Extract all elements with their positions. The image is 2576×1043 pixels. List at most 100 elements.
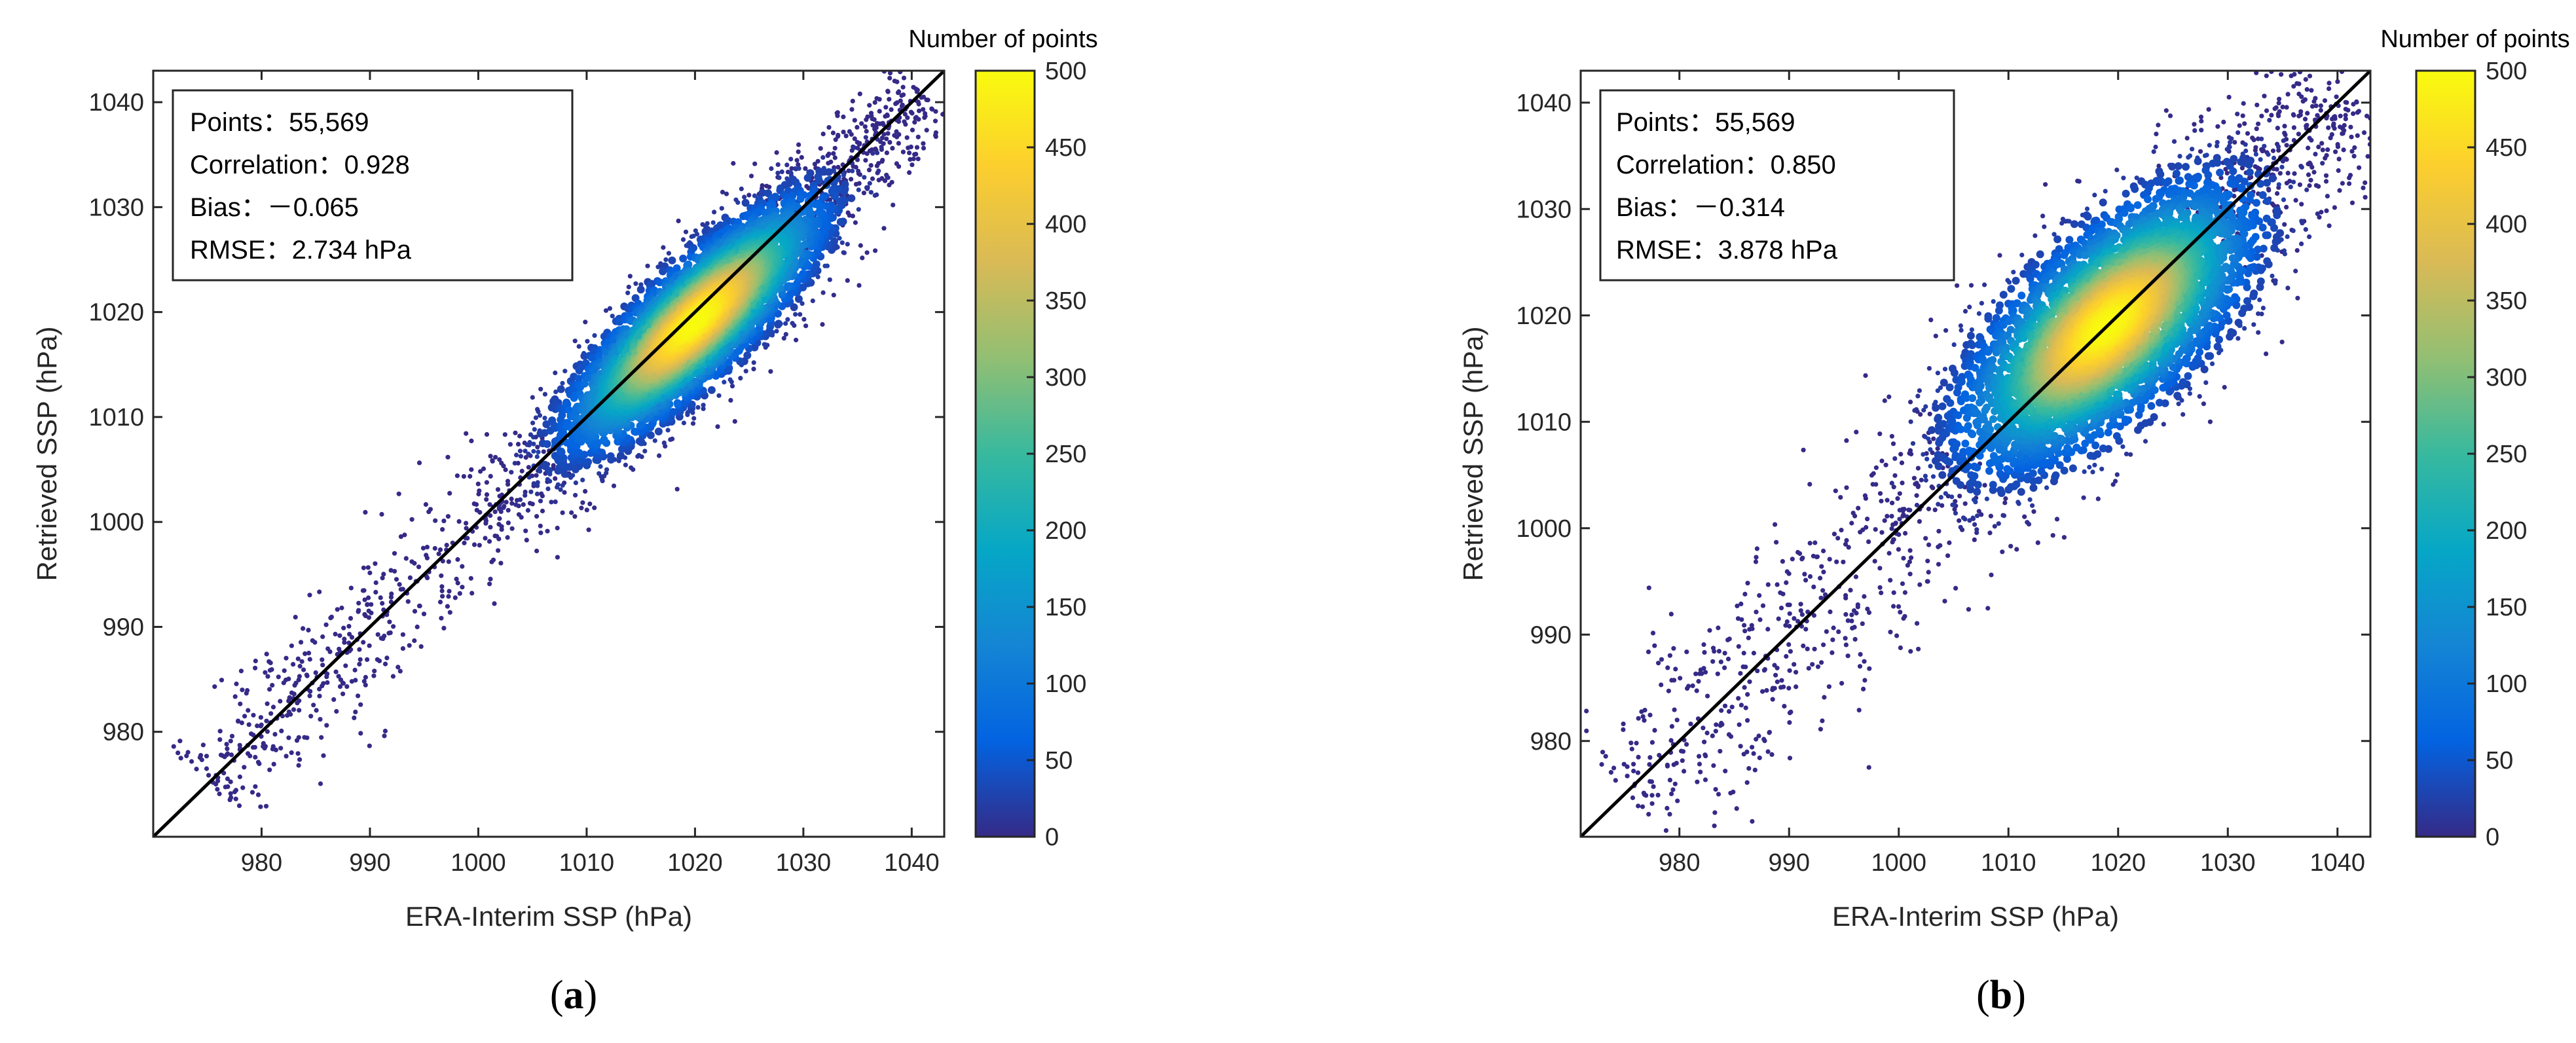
density-point [432,545,437,551]
density-point [240,785,246,790]
density-point [676,218,681,223]
density-point [446,594,451,599]
density-point [437,547,443,553]
density-point [321,753,326,758]
density-point [314,708,319,713]
density-point [495,487,501,492]
density-point [907,170,912,175]
density-point [863,135,868,140]
density-point [864,185,870,191]
density-point [509,496,514,502]
density-point [545,528,550,534]
density-point [324,723,329,728]
density-point [815,176,823,185]
density-point [681,420,686,426]
density-point [504,500,509,505]
density-point [388,630,393,636]
density-point [646,431,655,439]
density-point [921,145,927,151]
density-point [337,684,343,689]
density-point [439,584,445,589]
density-point [424,553,429,558]
density-point [531,441,536,447]
density-point [856,283,862,288]
density-point [236,718,241,723]
density-point [553,389,559,395]
density-point [232,694,238,699]
density-point [224,742,229,747]
density-point [382,661,388,667]
density-point [503,467,508,473]
density-point [362,597,367,602]
density-point [296,735,301,740]
density-point [514,452,519,458]
density-point [661,440,667,446]
density-point [818,146,823,151]
density-point [320,634,325,640]
density-point [645,263,650,268]
density-point [652,438,657,443]
density-point [407,643,412,648]
density-point [229,752,234,758]
density-point [306,650,312,656]
density-point [889,179,894,185]
density-point [540,508,545,514]
density-point [876,177,881,183]
density-point [416,603,422,609]
density-point [538,530,543,536]
density-point [553,499,558,505]
density-point [580,380,589,388]
density-point [894,129,899,134]
density-point [270,744,276,749]
density-point [832,155,837,160]
density-point [867,181,872,186]
density-point [849,177,854,182]
density-point [344,684,350,689]
density-point [297,757,303,762]
density-point [669,408,677,416]
density-point [366,615,372,620]
density-point [307,593,312,598]
density-point [313,670,318,675]
density-point [412,609,418,614]
density-point [892,79,897,84]
density-point [536,409,541,414]
density-point [841,114,846,120]
density-point [249,790,255,795]
density-point [604,467,610,472]
density-point [362,612,367,617]
density-point [607,306,613,311]
density-point [477,488,482,494]
density-point [487,581,492,587]
density-point [752,161,758,166]
density-point [843,134,849,139]
density-point [830,192,839,200]
density-point [720,189,726,194]
density-point [710,220,716,225]
density-point [864,250,870,255]
density-point [801,317,807,322]
density-point [302,735,307,740]
density-point [663,257,669,263]
density-point [217,729,223,734]
density-point [416,460,422,466]
density-point [175,750,181,756]
density-point [792,166,798,172]
density-point [592,333,597,338]
density-point [289,750,294,756]
density-point [361,640,366,645]
density-point [492,533,498,539]
density-point [456,519,462,524]
density-point [454,473,460,479]
density-point [836,164,841,170]
density-point [864,128,869,134]
density-point [389,591,394,596]
density-point [366,595,371,600]
density-point [276,674,281,680]
density-point [237,742,242,748]
density-point [416,564,422,570]
density-point [414,624,420,630]
density-point [743,369,748,374]
density-point [341,625,346,631]
density-point [862,175,867,180]
